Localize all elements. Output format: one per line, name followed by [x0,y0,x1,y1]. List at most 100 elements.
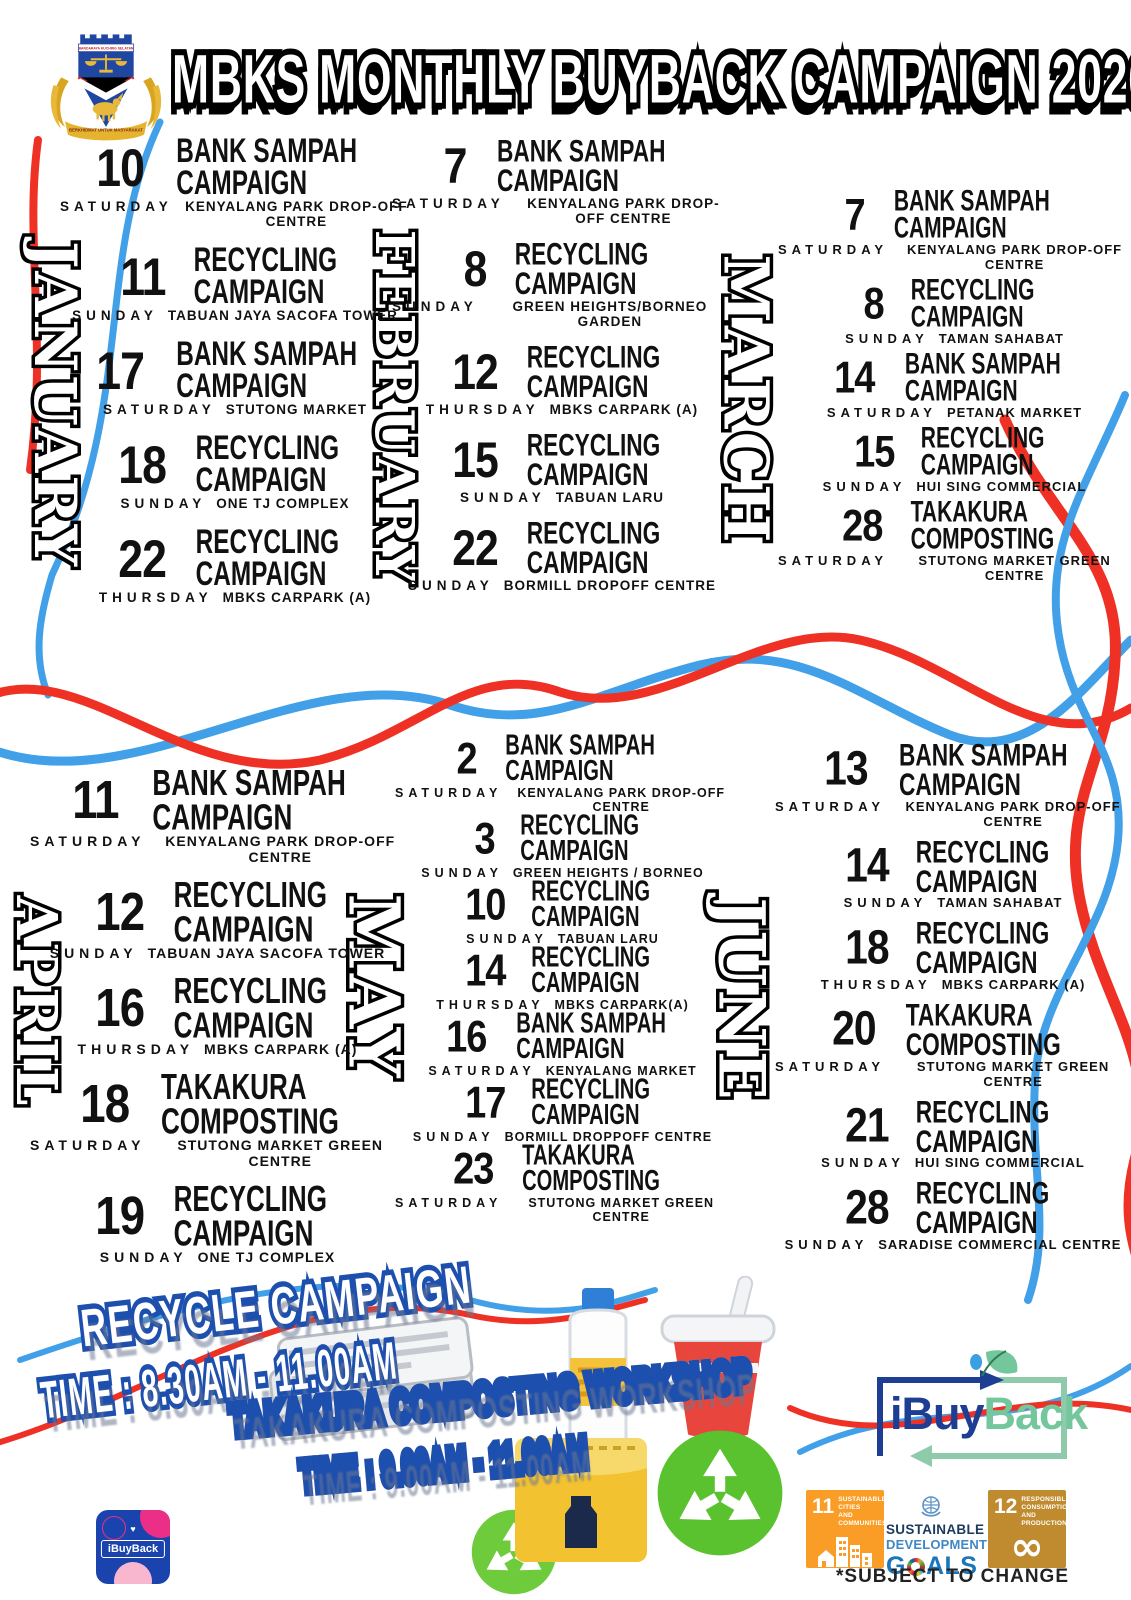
event-location: ONE TJ COMPLEX [197,1249,336,1266]
event: 13 BANK SAMPAH CAMPAIGN SATURDAY KENYALANG… [775,739,1131,829]
event-location: KENYALANG PARK DROP-OFF CENTRE [517,786,726,814]
event: 18 TAKAKURA COMPOSTING SATURDAY STUTONG MA… [30,1069,405,1170]
event-location: STUTONG MARKET [225,402,367,417]
event-title: RECYCLING CAMPAIGN [514,236,648,301]
event: 12 RECYCLING CAMPAIGN SUNDAY TABUAN JAYA S… [30,877,405,962]
event-location: TABUAN JAYA SACOFA TOWER [167,308,398,323]
event: 22 RECYCLING CAMPAIGN THURSDAY MBKS CARPAR… [60,525,410,605]
event-location: ONE TJ COMPLEX [216,496,350,511]
event-location: GREEN HEIGHTS / BORNEO [512,866,704,880]
un-emblem-icon [921,1496,941,1517]
event-title: RECYCLING CAMPAIGN [531,1073,651,1132]
event-date: 7 [844,189,866,240]
event-title: RECYCLING CAMPAIGN [173,874,327,950]
event-day: SATURDAY [395,786,503,800]
event-title: RECYCLING CAMPAIGN [520,809,640,868]
event-date: 18 [80,1074,130,1135]
event-date: 12 [452,342,500,400]
ibuyback-logo: iBuyBack [866,1344,1088,1478]
event-day: SUNDAY [845,331,929,346]
event: 17 RECYCLING CAMPAIGN SUNDAY BORMILL DROPP… [395,1076,730,1144]
sdg12-label: RESPONSIBLE CONSUMPTION AND PRODUCTION [1021,1496,1073,1528]
event-title: BANK SAMPAH CAMPAIGN [898,736,1068,802]
event-day: SATURDAY [30,1137,146,1154]
event-title: BANK SAMPAH CAMPAIGN [152,762,346,838]
ibuyback-logo-text: iBuyBack [890,1388,1088,1440]
event-title: BANK SAMPAH CAMPAIGN [176,132,358,202]
event-date: 10 [96,137,145,198]
page-title: MBKS MONTHLY BUYBACK CAMPAIGN 2026 [168,35,1131,124]
light-pink-circle-decor [114,1562,152,1584]
event-location: STUTONG MARKET GREEN CENTRE [918,553,1111,583]
sdg11-label: SUSTAINABLE CITIES AND COMMUNITIES [838,1496,887,1528]
event: 11 BANK SAMPAH CAMPAIGN SATURDAY KENYALANG… [30,764,405,865]
cup-illustration [660,1276,776,1437]
event: 28 TAKAKURA COMPOSTING SATURDAY STUTONG MA… [778,497,1131,583]
event-title: TAKAKURA COMPOSTING [161,1066,340,1142]
event-date: 7 [443,136,467,194]
event-location: TAMAN SAHABAT [938,331,1064,346]
event-location: STUTONG MARKET GREEN CENTRE [916,1058,1110,1089]
event: 7 BANK SAMPAH CAMPAIGN SATURDAY KENYALANG … [392,133,732,226]
event-location: MBKS CARPARK (A) [222,590,372,605]
event: 11 RECYCLING CAMPAIGN SUNDAY TABUAN JAYA S… [60,243,410,323]
event: 17 BANK SAMPAH CAMPAIGN SATURDAY STUTONG M… [60,337,410,417]
event-date: 2 [456,734,477,784]
event-day: SUNDAY [821,1155,905,1171]
event-date: 3 [474,814,496,864]
event-title: RECYCLING CAMPAIGN [173,1178,327,1254]
event-location: KENYALANG PARK DROP-OFF CENTRE [905,798,1121,829]
event: 21 RECYCLING CAMPAIGN SUNDAY HUI SING COMM… [775,1095,1131,1171]
event-title: BANK SAMPAH CAMPAIGN [505,729,655,788]
event-day: SATURDAY [778,242,889,257]
event: 14 RECYCLING CAMPAIGN SUNDAY TAMAN SAHABAT [775,836,1131,911]
event: 14 BANK SAMPAH CAMPAIGN SATURDAY PETANAK M… [778,349,1131,420]
event-title: RECYCLING CAMPAIGN [531,875,651,934]
pink-ring-decor [102,1516,126,1540]
event-location: TABUAN JAYA SACOFA TOWER [147,945,386,962]
event-title: TAKAKURA COMPOSTING [905,996,1061,1062]
event-title: BANK SAMPAH CAMPAIGN [515,1007,666,1066]
month-march: 7 BANK SAMPAH CAMPAIGN SATURDAY KENYALANG … [778,186,1131,583]
event-title: BANK SAMPAH CAMPAIGN [496,133,666,198]
event: 15 RECYCLING CAMPAIGN SUNDAY TABUAN LARU [392,429,732,505]
sdg-logo-line1: SUSTAINABLE [886,1522,985,1537]
event-title: TAKAKURA COMPOSTING [910,495,1055,556]
event-date: 28 [841,500,883,551]
event-location: GREEN HEIGHTS/BORNEO GARDEN [512,299,708,329]
event-day: SUNDAY [49,945,138,962]
month-january: 10 BANK SAMPAH CAMPAIGN SATURDAY KENYALANG… [60,134,410,605]
event-date: 20 [831,1002,876,1057]
event-date: 22 [118,528,168,589]
event: 22 RECYCLING CAMPAIGN SUNDAY BORMILL DROPO… [392,515,732,593]
event-location: MBKS CARPARK (A) [549,402,699,417]
event-date: 21 [844,1099,889,1153]
event: 12 RECYCLING CAMPAIGN THURSDAY MBKS CARPAR… [392,341,732,417]
sdg-logo-line2: DEVELOPMENT [886,1537,988,1552]
sdg12-number: 12 [994,1495,1018,1518]
shopping-bag-illustration [515,1438,647,1562]
event-day: THURSDAY [820,976,932,992]
event-date: 17 [464,1078,506,1128]
event-date: 12 [94,882,145,943]
event-date: 8 [863,278,885,329]
crest-motto-text: BERKHIDMAT UNTUK MASYARAKAT [69,128,143,133]
ibuyback-logo-part1: iBuy [890,1388,985,1439]
month-february: 7 BANK SAMPAH CAMPAIGN SATURDAY KENYALANG … [392,133,732,593]
event-date: 22 [452,518,500,576]
event-title: RECYCLING CAMPAIGN [194,241,338,311]
ibuyback-app-icon: ♥ iBuyBack [96,1510,170,1584]
event-date: 16 [446,1012,487,1062]
sdg11-number: 11 [812,1495,835,1518]
event: 3 RECYCLING CAMPAIGN SUNDAY GREEN HEIGHTS … [395,812,730,880]
sdg-goals-ring-icon [906,1557,925,1576]
event-day: SUNDAY [99,1249,188,1266]
subject-to-change-note: *SUBJECT TO CHANGE [836,1566,1070,1587]
event-date: 15 [452,430,500,488]
sdg12-badge: 12 RESPONSIBLE CONSUMPTION AND PRODUCTIO… [988,1490,1072,1568]
event: 28 RECYCLING CAMPAIGN SUNDAY SARADISE COMM… [775,1177,1131,1252]
event-title: RECYCLING CAMPAIGN [526,515,660,580]
event-day: THURSDAY [77,1041,195,1058]
event-day: SUNDAY [407,578,494,593]
event-date: 19 [94,1186,145,1247]
